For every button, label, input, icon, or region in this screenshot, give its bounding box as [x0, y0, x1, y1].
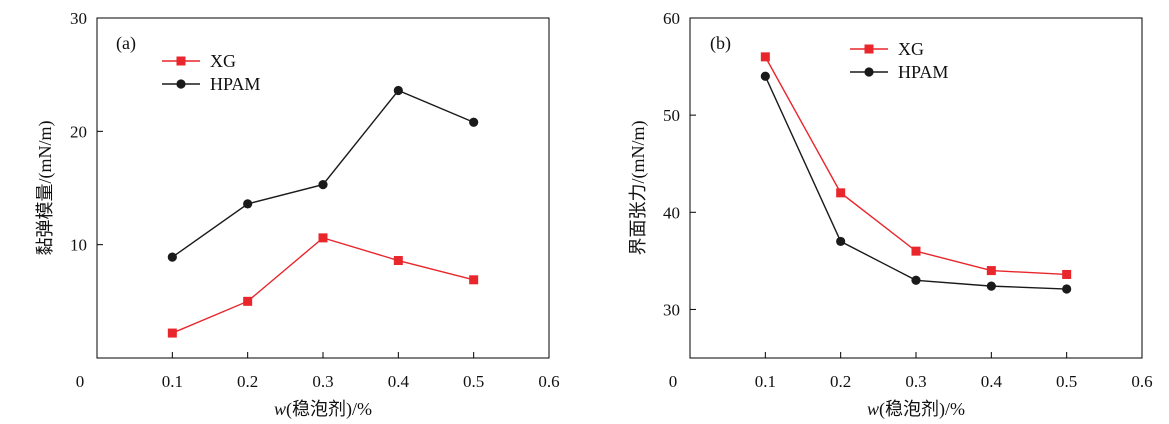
legend-marker-hpam	[176, 79, 186, 89]
x-tick-label: 0.5	[463, 372, 484, 391]
x-axis-label-text: (稳泡剂)/%	[286, 399, 372, 420]
x-tick-label: 0.2	[830, 372, 851, 391]
data-point-xg	[167, 328, 177, 338]
x-tick-label: 0.3	[905, 372, 926, 391]
data-point-xg	[1062, 269, 1072, 279]
x-tick-label: 0.3	[312, 372, 333, 391]
legend-label-hpam: HPAM	[210, 74, 260, 94]
x-tick-label: 0	[669, 372, 678, 391]
y-tick-label: 60	[663, 9, 680, 28]
data-point-xg	[911, 246, 921, 256]
y-tick-label: 20	[70, 122, 87, 141]
data-point-hpam	[911, 275, 921, 285]
data-point-xg	[318, 233, 328, 243]
data-point-hpam	[167, 252, 177, 262]
data-point-xg	[986, 266, 996, 276]
legend-marker-hpam	[864, 67, 874, 77]
data-point-hpam	[318, 180, 328, 190]
y-tick-label: 50	[663, 106, 680, 125]
y-tick-label: 30	[663, 300, 680, 319]
data-point-xg	[760, 52, 770, 62]
y-tick-label: 10	[70, 236, 87, 255]
data-point-hpam	[760, 71, 770, 81]
data-point-hpam	[393, 85, 403, 96]
panel-b: 0 0.1 0.2 0.3 0.4 0.5 0.6 30 40 50 60 (b) w(稳泡剂)/% 界面…	[628, 9, 1153, 420]
series-line-xg	[764, 56, 1067, 276]
y-tick-label: 40	[663, 203, 680, 222]
x-tick-label: 0.5	[1056, 372, 1077, 391]
legend-marker-xg	[176, 56, 186, 66]
series-line-xg	[172, 237, 474, 334]
legend-label-xg: XG	[210, 51, 236, 71]
panel-label: (a)	[116, 33, 136, 54]
x-tick-label: 0.1	[755, 372, 776, 391]
x-tick-label: 0.4	[981, 372, 1003, 391]
x-tick-label: 0.2	[237, 372, 258, 391]
x-tick-label: 0.1	[162, 372, 183, 391]
x-axis-label: w(稳泡剂)/%	[274, 399, 372, 420]
x-axis-label-variable: w	[274, 399, 286, 419]
data-point-xg	[243, 296, 253, 306]
legend-marker-xg	[864, 44, 874, 54]
data-point-xg	[469, 275, 479, 285]
y-axis-label: 界面张力/(mN/m)	[628, 121, 649, 256]
data-point-xg	[393, 256, 403, 266]
series-line-hpam	[764, 75, 1067, 290]
x-axis-label-variable: w	[867, 399, 879, 419]
data-point-hpam	[836, 236, 846, 247]
legend-label-hpam: HPAM	[898, 62, 948, 82]
y-tick-label: 30	[70, 9, 87, 28]
x-axis-label-text: (稳泡剂)/%	[879, 399, 965, 420]
y-axis-label: 黏弹模量/(mN/m)	[35, 121, 56, 256]
data-point-hpam	[243, 199, 253, 209]
data-point-hpam	[469, 117, 479, 127]
series-line-hpam	[171, 89, 474, 258]
x-tick-label: 0.6	[1131, 372, 1152, 391]
x-tick-label: 0.4	[388, 372, 410, 391]
panel-a: 0 0.1 0.2 0.3 0.4 0.5 0.6 10 20 30 (a) w(稳泡剂)/% 黏弹模量…	[35, 9, 560, 420]
data-point-hpam	[1062, 284, 1072, 294]
x-tick-label: 0.6	[538, 372, 559, 391]
legend-label-xg: XG	[898, 39, 924, 59]
x-tick-label: 0	[76, 372, 85, 391]
panel-label: (b)	[710, 33, 731, 54]
x-axis-label: w(稳泡剂)/%	[867, 399, 965, 420]
data-point-xg	[836, 188, 846, 198]
data-point-hpam	[986, 281, 996, 291]
